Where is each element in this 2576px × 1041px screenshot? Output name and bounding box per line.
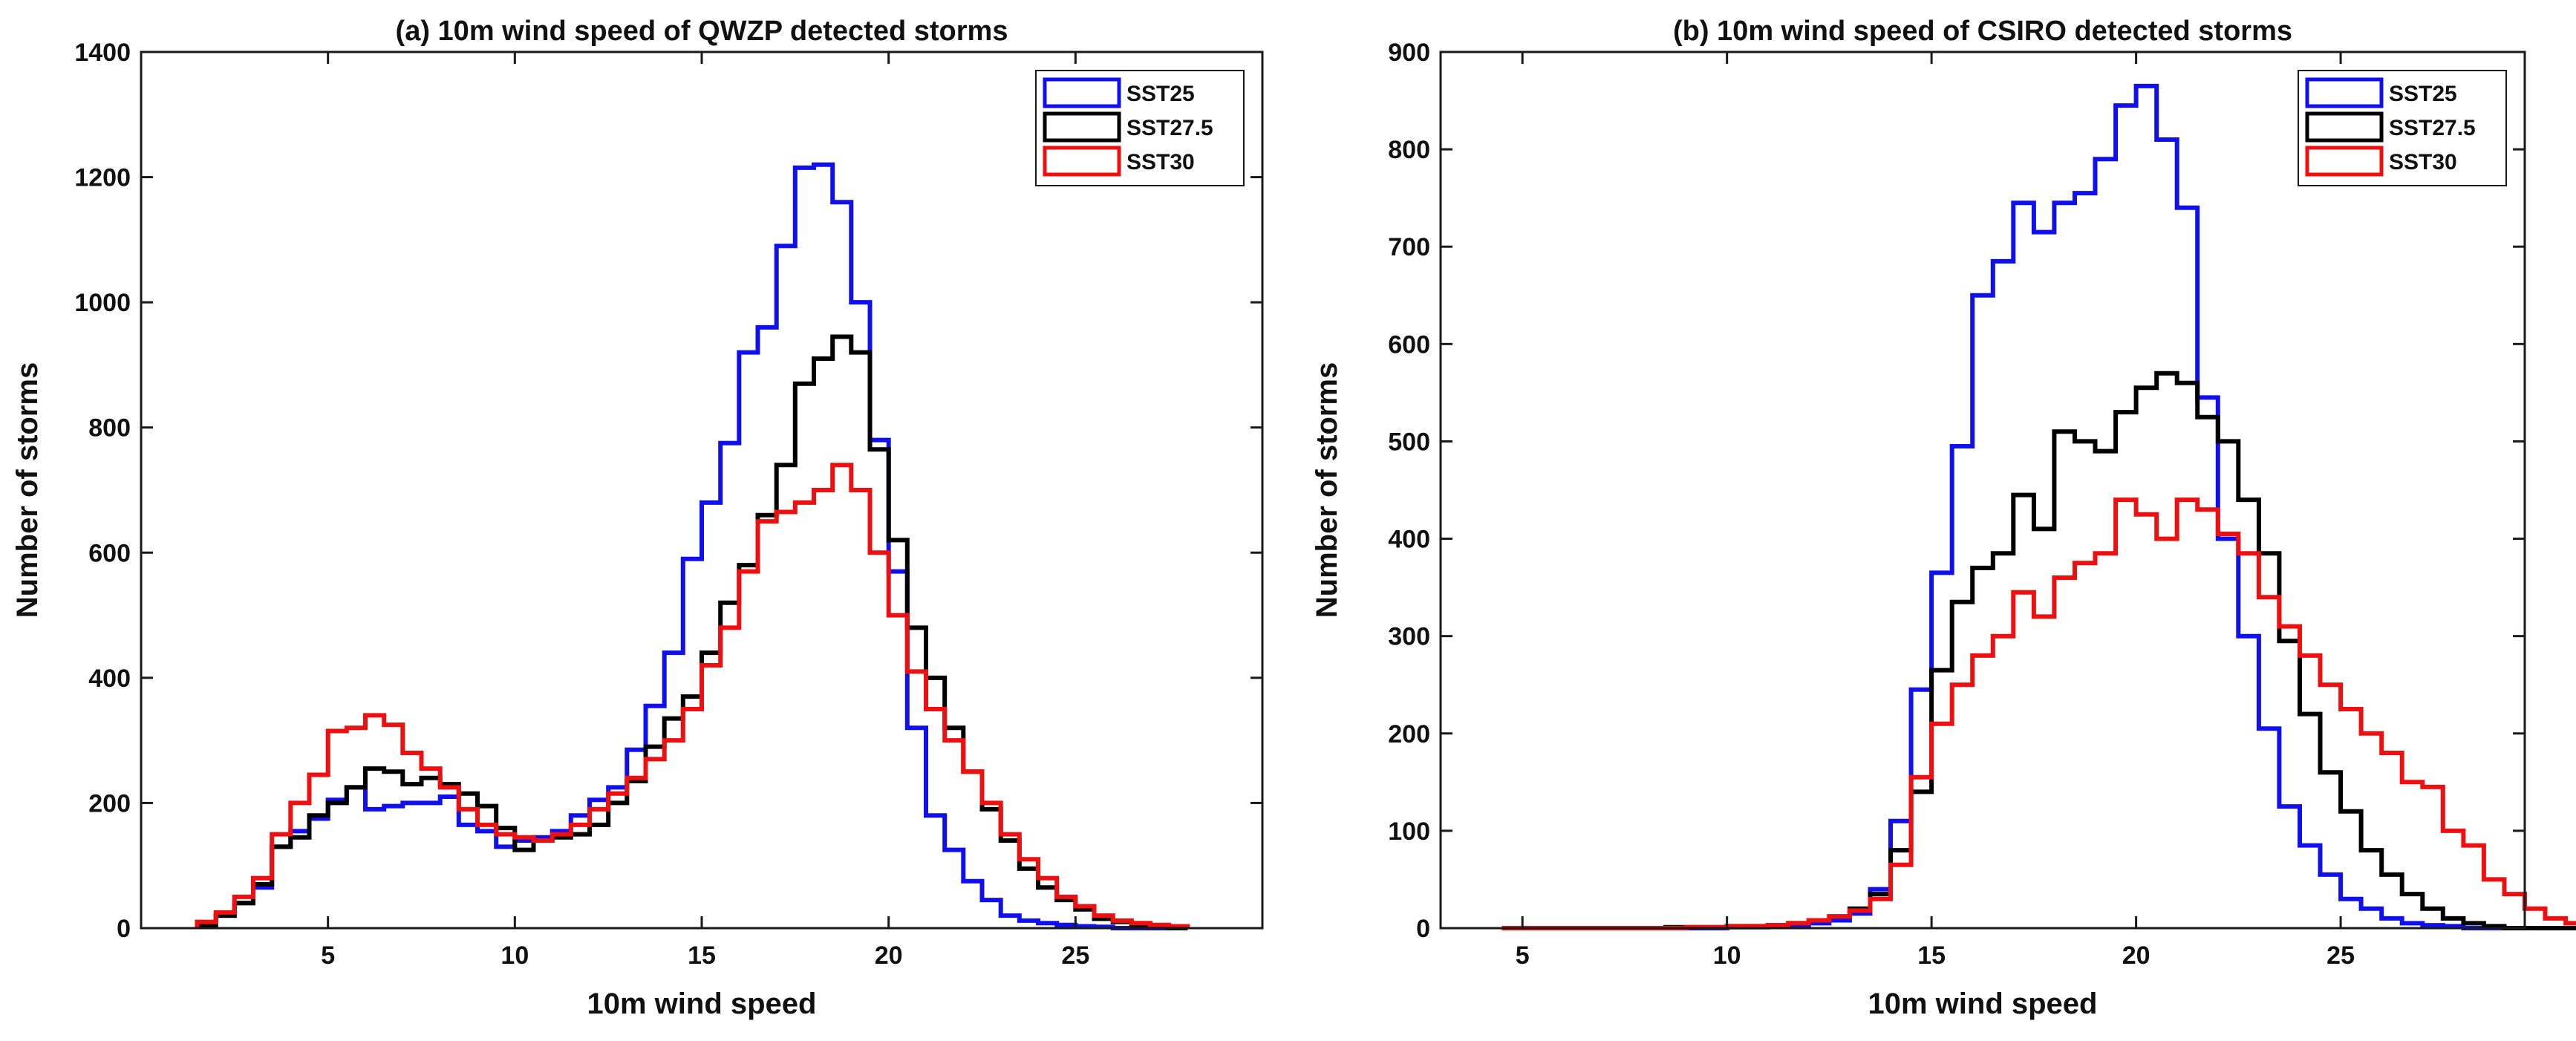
y-tick-label: 900 — [1388, 39, 1430, 67]
series-sst25 — [195, 162, 1188, 930]
y-tick-label: 800 — [1388, 136, 1430, 164]
y-tick-label: 500 — [1388, 428, 1430, 456]
x-tick-label: 20 — [875, 942, 903, 970]
y-axis-label: Number of storms — [1311, 362, 1343, 619]
y-tick-label: 1400 — [74, 39, 131, 67]
y-tick-label: 400 — [88, 665, 131, 693]
legend-label: SST25 — [2389, 82, 2457, 106]
y-tick-label: 0 — [1416, 915, 1430, 943]
legend: SST25 SST27.5 SST30 — [2298, 70, 2507, 186]
panel-a: 0 200 400 600 800 1000 1200 1400 5 10 15 20 25 (a) 10… — [11, 16, 1264, 1020]
x-axis-label: 10m wind speed — [587, 988, 817, 1020]
legend-swatch — [1043, 77, 1121, 108]
legend-box — [1035, 70, 1245, 186]
legend-box — [2298, 70, 2507, 186]
x-tick-label: 10 — [1713, 942, 1741, 970]
y-tick-label: 700 — [1388, 233, 1430, 261]
legend-swatch — [1043, 146, 1121, 177]
series-sst25 — [1501, 83, 2576, 930]
series-sst27-5 — [1501, 371, 2576, 930]
y-tick-label: 300 — [1388, 623, 1430, 651]
legend-label: SST25 — [1126, 82, 1195, 106]
series-sst27-5 — [195, 334, 1188, 930]
x-tick-label: 5 — [1516, 942, 1530, 970]
series-sst30 — [195, 463, 1190, 929]
y-axis-label: Number of storms — [11, 362, 44, 619]
legend-swatch — [2305, 77, 2384, 108]
x-tick-label: 15 — [1917, 942, 1946, 970]
chart-title: (a) 10m wind speed of QWZP detected stor… — [396, 16, 1008, 47]
axes-box — [1439, 50, 2526, 930]
panel-b: 0 100 200 300 400 500 600 700 800 900 5 10 15 20 25 (b)… — [1311, 16, 2576, 1020]
x-tick-label: 10 — [500, 942, 529, 970]
legend-swatch — [1043, 111, 1121, 143]
y-tick-label: 200 — [88, 789, 131, 818]
y-tick-label: 1200 — [74, 164, 131, 192]
y-tick-label: 800 — [88, 414, 131, 443]
y-tick-label: 100 — [1388, 818, 1430, 846]
x-axis-label: 10m wind speed — [1868, 988, 2098, 1020]
x-tick-label: 20 — [2122, 942, 2151, 970]
legend-label: SST27.5 — [1126, 116, 1213, 140]
x-tick-label: 5 — [321, 942, 335, 970]
series-sst30 — [1501, 497, 2576, 930]
y-tick-label: 1000 — [74, 289, 131, 317]
x-tick-label: 25 — [1061, 942, 1089, 970]
y-tick-label: 200 — [1388, 720, 1430, 748]
legend-swatch — [2305, 111, 2384, 143]
y-tick-label: 600 — [88, 539, 131, 567]
legend-label: SST30 — [1126, 150, 1195, 174]
legend-swatch — [2305, 146, 2384, 177]
y-tick-label: 0 — [117, 915, 131, 943]
x-tick-label: 25 — [2326, 942, 2355, 970]
legend-label: SST30 — [2389, 150, 2457, 174]
legend: SST25 SST27.5 SST30 — [1035, 70, 1245, 186]
y-tick-label: 400 — [1388, 526, 1430, 554]
chart-title: (b) 10m wind speed of CSIRO detected sto… — [1673, 16, 2292, 47]
legend-label: SST27.5 — [2389, 116, 2476, 140]
y-tick-label: 600 — [1388, 330, 1430, 359]
x-tick-label: 15 — [688, 942, 716, 970]
